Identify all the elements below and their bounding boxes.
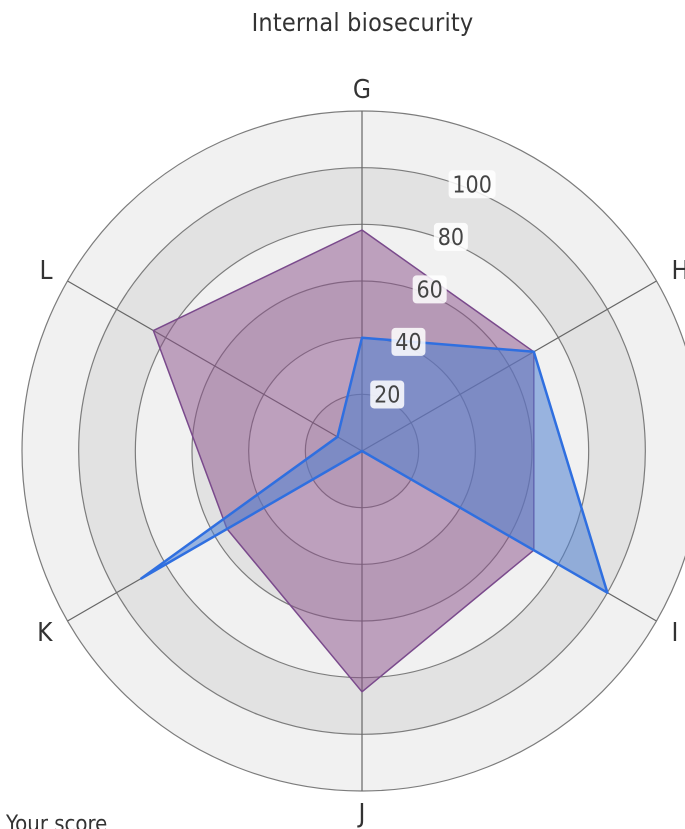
axis-label-J: J	[357, 799, 366, 829]
tick-label-bg-20	[370, 380, 405, 409]
axis-label-G: G	[353, 75, 371, 105]
tick-label-40: 40	[395, 330, 421, 356]
series-your-score	[139, 336, 609, 594]
tick-label-bg-60	[412, 275, 447, 304]
axis-label-K: K	[37, 618, 53, 648]
tick-label-60: 60	[417, 277, 443, 303]
tick-label-100: 100	[452, 172, 492, 198]
axis-label-L: L	[39, 256, 52, 286]
tick-label-bg-80	[433, 222, 468, 251]
tick-label-20: 20	[374, 382, 400, 408]
tick-label-80: 80	[438, 225, 464, 251]
tick-label-bg-40	[391, 327, 426, 356]
tick-label-bg-100	[448, 170, 496, 199]
chart-title: Internal biosecurity	[251, 8, 474, 37]
axis-label-I: I	[672, 618, 679, 648]
legend-entry-your-score: Your score	[6, 812, 108, 829]
axis-label-H: H	[672, 256, 685, 286]
